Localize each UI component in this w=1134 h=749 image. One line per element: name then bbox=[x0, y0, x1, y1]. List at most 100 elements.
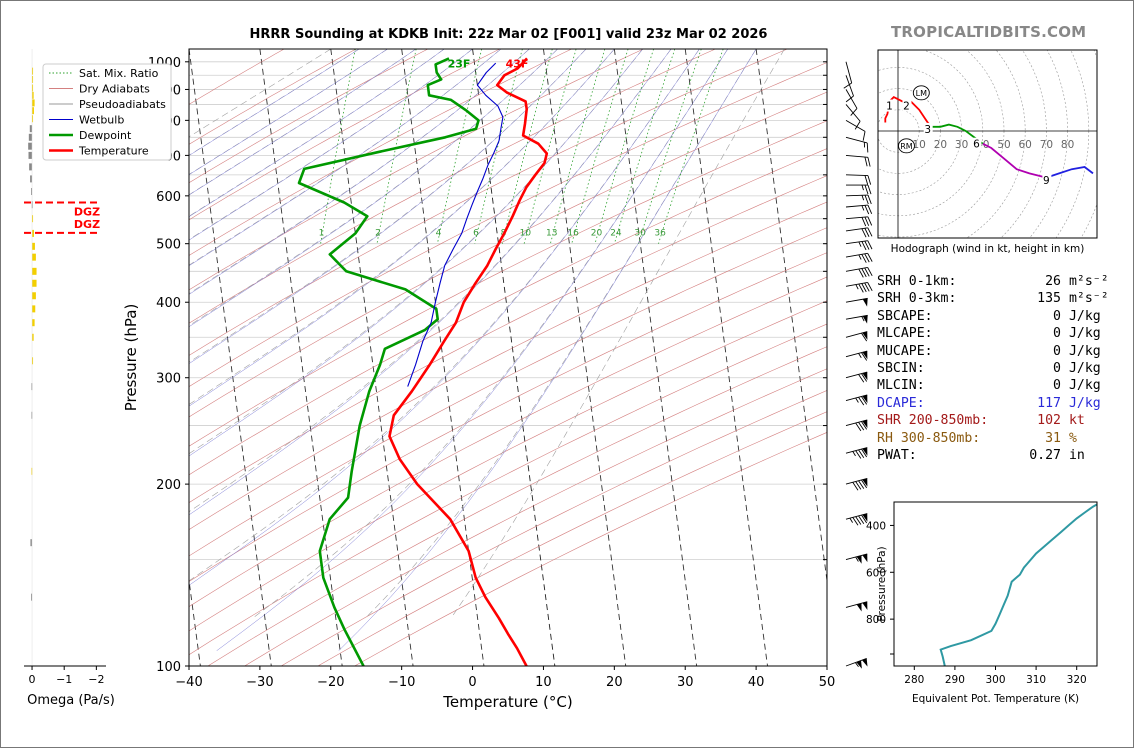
hodo-height-label: 9 bbox=[1043, 175, 1050, 187]
wind-barb-half bbox=[859, 242, 861, 247]
stat-row: MLCAPE:0 J/kg bbox=[877, 325, 1109, 342]
omega-bar bbox=[32, 280, 37, 287]
mixing-ratio-label: 10 bbox=[520, 228, 532, 238]
stat-value: 31 bbox=[1005, 430, 1061, 447]
mixing-ratio-label: 2 bbox=[375, 228, 381, 238]
theta-e-x-tick-label: 290 bbox=[945, 674, 965, 686]
stat-value: 0.27 bbox=[1005, 447, 1061, 464]
isotherm-line bbox=[543, 49, 625, 666]
omega-bar bbox=[30, 125, 32, 132]
wind-barb bbox=[846, 175, 871, 185]
stat-row: MUCAPE:0 J/kg bbox=[877, 343, 1109, 360]
wind-barb bbox=[846, 205, 872, 216]
wind-barb bbox=[846, 658, 869, 673]
wind-barb-staff bbox=[846, 253, 868, 257]
mixing-ratio-line bbox=[524, 49, 576, 244]
stat-label: MLCIN: bbox=[877, 377, 1005, 394]
wind-barb-staff bbox=[846, 155, 868, 157]
stat-label: SBCAPE: bbox=[877, 308, 1005, 325]
mixing-ratio-line bbox=[321, 49, 356, 244]
wind-barb-full bbox=[856, 516, 861, 525]
legend: Sat. Mix. Ratio Dry Adiabats Pseudoadiabat… bbox=[43, 64, 171, 160]
y-tick-label: 400 bbox=[156, 296, 181, 311]
mixing-ratio-label: 36 bbox=[654, 228, 666, 238]
wind-barb bbox=[842, 120, 868, 140]
wind-barb-flag bbox=[862, 554, 869, 563]
stat-unit: J/kg bbox=[1061, 361, 1101, 376]
stat-unit: m²s⁻² bbox=[1061, 291, 1109, 306]
series-wetbulb-line bbox=[408, 63, 503, 387]
omega-bar bbox=[32, 230, 34, 237]
wind-barb-full bbox=[859, 449, 864, 458]
skewt-frame bbox=[189, 49, 827, 666]
y-tick-label: 100 bbox=[156, 660, 181, 675]
wind-barb-full bbox=[865, 185, 868, 194]
hodo-storm-motion-label: LM bbox=[916, 89, 927, 98]
stat-label: DCAPE: bbox=[877, 395, 1005, 412]
surface-temp-label: 43F bbox=[506, 57, 529, 70]
stat-value: 0 bbox=[1005, 377, 1061, 394]
stat-value: 135 bbox=[1005, 290, 1061, 307]
mixing-ratio-line bbox=[614, 49, 674, 244]
wind-barb-flag bbox=[862, 602, 869, 611]
wind-barb bbox=[846, 240, 872, 252]
stat-unit: J/kg bbox=[1061, 326, 1101, 341]
wind-barb bbox=[846, 554, 869, 567]
mixing-ratio-label: 24 bbox=[610, 228, 622, 238]
wind-barb-half bbox=[859, 255, 861, 260]
omega-x-tick-label: −2 bbox=[88, 673, 104, 686]
hodo-segment bbox=[1046, 167, 1093, 178]
wind-barb bbox=[845, 155, 871, 166]
hodo-height-label: 3 bbox=[924, 124, 931, 136]
omega-bar bbox=[32, 268, 37, 275]
legend-label: Sat. Mix. Ratio bbox=[79, 67, 159, 80]
wind-barb bbox=[846, 217, 872, 228]
hodo-height-label: 1 bbox=[886, 101, 893, 113]
mixing-ratio-line bbox=[659, 49, 724, 244]
wind-barb bbox=[838, 89, 858, 115]
stat-value: 0 bbox=[1005, 325, 1061, 342]
wind-barb-full bbox=[865, 195, 868, 204]
wind-barb bbox=[844, 137, 870, 152]
wind-barb bbox=[846, 351, 870, 365]
x-tick-label: −20 bbox=[317, 675, 344, 690]
x-tick-label: 0 bbox=[468, 675, 476, 690]
stat-label: SRH 0-3km: bbox=[877, 290, 1005, 307]
wind-barb-full bbox=[859, 396, 864, 405]
wind-barb-flag bbox=[862, 658, 869, 667]
dgz-label: DGZ bbox=[74, 205, 100, 218]
theta-e-x-tick-label: 300 bbox=[985, 674, 1005, 686]
stat-unit: in bbox=[1061, 448, 1085, 463]
x-tick-label: 10 bbox=[535, 675, 552, 690]
legend-label: Pseudoadiabats bbox=[79, 98, 166, 111]
y-tick-label: 600 bbox=[156, 190, 181, 205]
mixing-ratio-label: 16 bbox=[567, 228, 579, 238]
isotherm-line bbox=[614, 49, 696, 666]
stat-row: SBCAPE:0 J/kg bbox=[877, 308, 1109, 325]
omega-bar bbox=[32, 99, 35, 106]
wind-barb bbox=[846, 253, 872, 266]
wind-barb bbox=[846, 478, 870, 492]
omega-bar bbox=[32, 305, 35, 312]
legend-label: Dry Adiabats bbox=[79, 83, 150, 96]
stat-value: 0 bbox=[1005, 308, 1061, 325]
theta-e-x-tick-label: 320 bbox=[1067, 674, 1087, 686]
wind-barb-staff bbox=[846, 120, 865, 131]
wind-barb bbox=[846, 185, 871, 194]
hodo-ring-label: 30 bbox=[955, 139, 968, 151]
y-tick-label: 500 bbox=[156, 238, 181, 253]
mixing-ratio-label: 6 bbox=[473, 228, 479, 238]
omega-bar bbox=[30, 175, 32, 182]
stat-row: SRH 0-1km:26 m²s⁻² bbox=[877, 273, 1109, 290]
wind-barb-half bbox=[862, 185, 864, 190]
y-tick-label: 200 bbox=[156, 478, 181, 493]
wind-barb-full bbox=[853, 517, 858, 526]
wind-barb-full bbox=[859, 480, 864, 489]
hodo-ring-label: 20 bbox=[934, 139, 947, 151]
wind-barb-full bbox=[868, 176, 871, 185]
wind-barb-half bbox=[859, 353, 862, 358]
mixing-ratio-label: 1 bbox=[319, 228, 325, 238]
omega-x-tick-label: −1 bbox=[56, 673, 72, 686]
wind-barb-full bbox=[868, 185, 871, 194]
wind-barb-full bbox=[867, 157, 871, 166]
